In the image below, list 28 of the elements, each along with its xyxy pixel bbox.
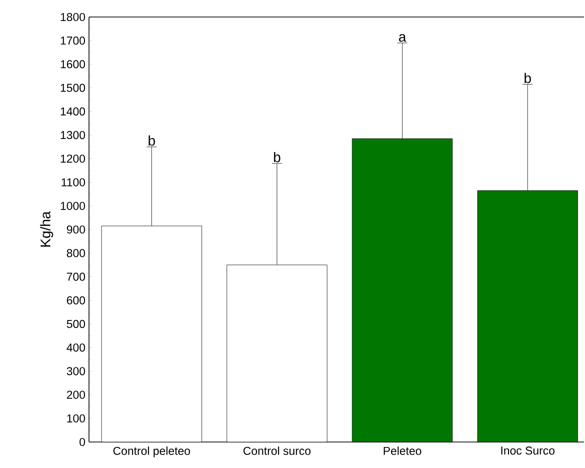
y-tick-label: 300	[66, 367, 86, 376]
y-tick-label: 500	[66, 320, 86, 328]
x-tick-label: Inoc Surco	[501, 446, 554, 455]
y-tick-label: 800	[66, 249, 86, 258]
annotation: b	[524, 72, 531, 84]
y-tick-label: 1500	[60, 84, 86, 92]
y-tick-label: 1100	[62, 178, 86, 186]
y-tick-label: 700	[66, 272, 86, 281]
annotation: a	[399, 34, 406, 42]
annotation: b	[148, 135, 155, 146]
y-tick-label: 1000	[60, 202, 86, 210]
y-tick-label: 1300	[60, 130, 86, 140]
y-tick-label: 200	[66, 390, 86, 399]
x-tick-label: Control surco	[243, 446, 311, 455]
y-tick-label: 900	[66, 225, 86, 234]
y-tick-label: 0	[80, 438, 86, 446]
y-tick-label: 1400	[60, 107, 86, 116]
x-tick-label: Peleteo	[384, 446, 422, 455]
y-axis-title: Kg/ha	[40, 211, 54, 247]
y-tick-label: 1700	[60, 36, 86, 45]
y-tick-label: 400	[66, 344, 86, 352]
annotation: b	[274, 152, 280, 162]
y-tick-label: 1200	[60, 154, 86, 163]
y-tick-label: 100	[67, 414, 86, 422]
y-tick-label: 600	[66, 296, 86, 304]
y-tick-label: 1600	[60, 60, 86, 68]
x-tick-label: Control peleteo	[113, 446, 190, 458]
y-tick-label: 1800	[60, 12, 86, 22]
